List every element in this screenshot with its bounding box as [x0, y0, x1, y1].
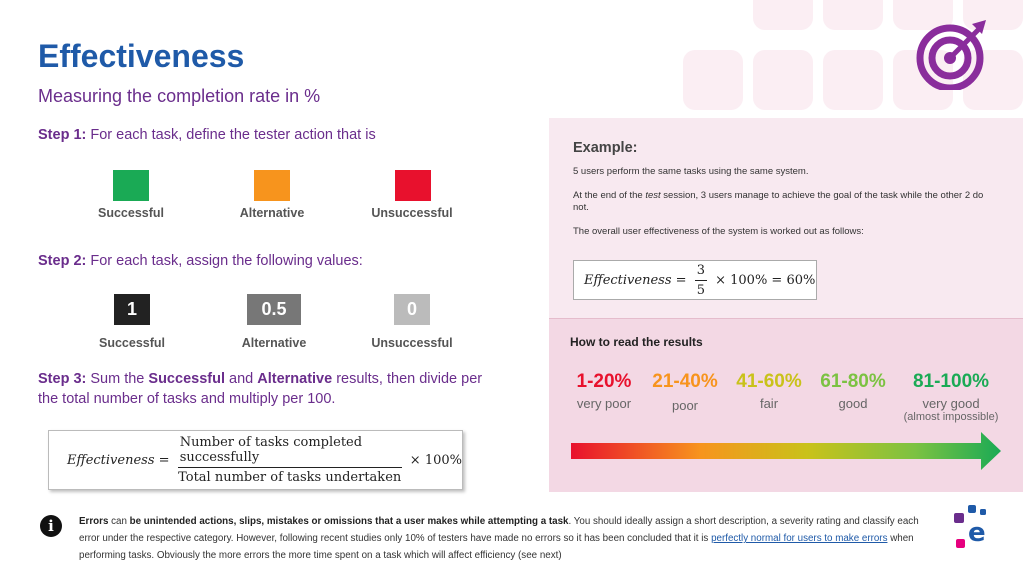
range-label-very-good: very good (almost impossible): [903, 396, 999, 424]
step2-text: For each task, assign the following valu…: [86, 253, 363, 269]
svg-text:e: e: [968, 518, 986, 548]
step2-heading: Step 2: For each task, assign the follow…: [38, 252, 363, 272]
example-paragraph-3: The overall user effectiveness of the sy…: [573, 226, 864, 237]
e-logo: e: [954, 505, 986, 548]
step3-label: Step 3:: [38, 371, 87, 387]
range-label-poor: poor: [671, 398, 699, 413]
swatch-label-unsuccessful: Unsuccessful: [371, 206, 453, 220]
range-21-40: 21-40%: [652, 371, 718, 392]
value-box-alternative: 0.5: [247, 294, 301, 325]
gradient-arrow: [571, 432, 1001, 470]
page-subtitle: Measuring the completion rate in %: [38, 86, 321, 106]
range-label-fair: fair: [759, 396, 779, 411]
value-box-successful: 1: [114, 294, 150, 325]
example-paragraph-2: At the end of the test session, 3 users …: [573, 190, 984, 214]
example-panel: Example: 5 users perform the same tasks …: [549, 118, 1023, 318]
range-label-very-poor: very poor: [576, 396, 632, 411]
swatch-alternative: [254, 170, 290, 201]
info-icon: i: [40, 515, 62, 537]
example-paragraph-1: 5 users perform the same tasks using the…: [573, 166, 809, 177]
formula-fraction: Number of tasks completed successfully T…: [177, 435, 402, 485]
swatch-label-successful: Successful: [97, 206, 164, 220]
example-title: Example:: [573, 140, 638, 156]
results-title: How to read the results: [570, 335, 703, 349]
step2-label: Step 2:: [38, 253, 87, 269]
range-label-good: good: [838, 396, 868, 411]
step1-text: For each task, define the tester action …: [86, 127, 376, 143]
footer-note: Errors can be unintended actions, slips,…: [79, 516, 919, 562]
swatch-unsuccessful: [395, 170, 431, 201]
swatch-successful: [113, 170, 149, 201]
example-formula: Effectiveness = 3 5 × 100% = 60%: [573, 260, 817, 300]
value-label-alternative: Alternative: [241, 336, 307, 350]
value-box-unsuccessful: 0: [394, 294, 430, 325]
page-title: Effectiveness: [38, 38, 245, 74]
step3-heading: Step 3: Sum the Successful and Alternati…: [38, 371, 483, 407]
results-panel: How to read the results 1-20% 21-40% 41-…: [549, 318, 1023, 492]
target-icon: [916, 20, 986, 90]
effectiveness-formula: Effectiveness = Number of tasks complete…: [48, 430, 463, 490]
range-61-80: 61-80%: [820, 371, 886, 392]
range-81-100: 81-100%: [912, 371, 990, 392]
value-label-successful: Successful: [98, 336, 165, 350]
swatch-label-alternative: Alternative: [239, 206, 305, 220]
value-label-unsuccessful: Unsuccessful: [371, 336, 453, 350]
range-41-60: 41-60%: [736, 371, 802, 392]
step1-heading: Step 1: For each task, define the tester…: [38, 126, 376, 146]
step1-label: Step 1:: [38, 127, 87, 143]
errors-link[interactable]: perfectly normal for users to make error…: [711, 533, 888, 545]
range-1-20: 1-20%: [576, 371, 632, 392]
